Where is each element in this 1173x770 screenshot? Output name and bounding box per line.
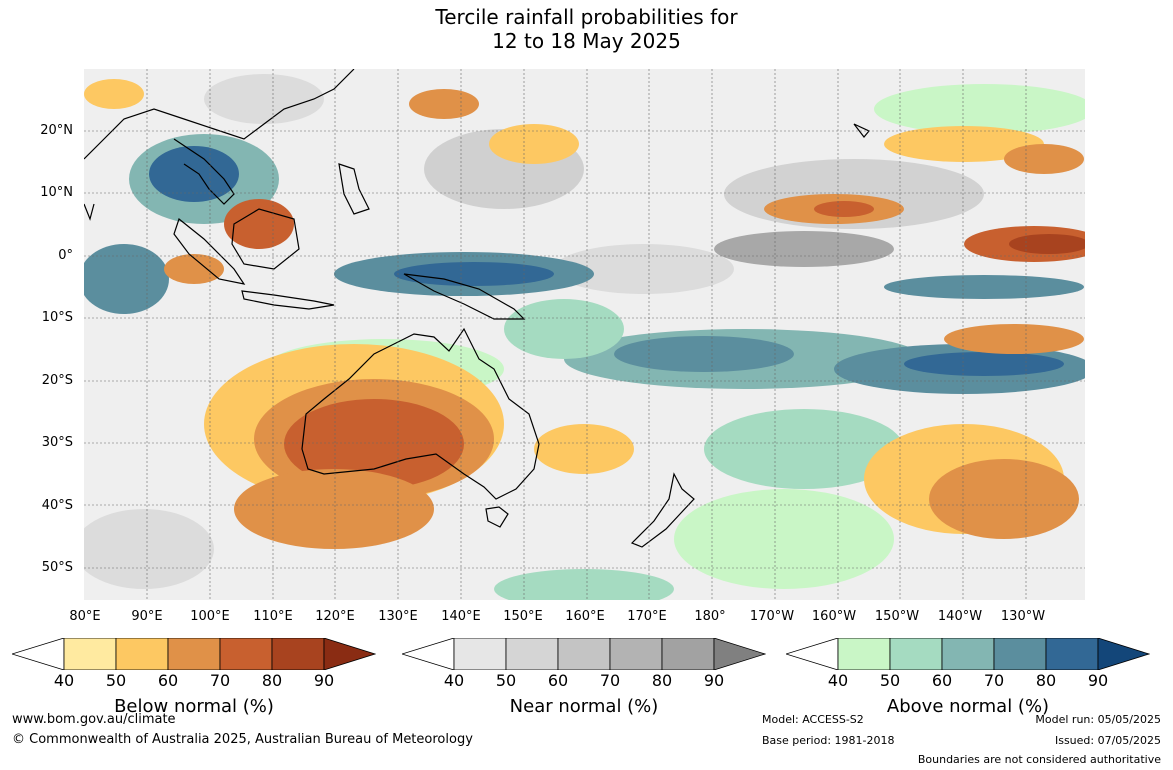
cb0-seg-4 — [219, 638, 273, 670]
base-period: Base period: 1981-2018 — [762, 734, 895, 747]
lon-label: 140°W — [937, 609, 983, 624]
cb1-tick: 60 — [547, 671, 569, 690]
cb0-seg-2 — [115, 638, 169, 670]
cb1-tick: 50 — [495, 671, 517, 690]
cb0-tick: 60 — [157, 671, 179, 690]
colorbar-below-normal — [12, 638, 376, 670]
cb0-tick: 80 — [261, 671, 283, 690]
lon-label: 140°E — [441, 609, 481, 624]
boundaries-disclaimer: Boundaries are not considered authoritat… — [917, 753, 1161, 766]
cb0-seg-3 — [167, 638, 221, 670]
lon-label: 160°E — [565, 609, 605, 624]
cb1-seg-5 — [661, 638, 715, 670]
cb2-tick: 90 — [1087, 671, 1109, 690]
cb0-tick: 50 — [105, 671, 127, 690]
lon-label: 180° — [694, 609, 726, 624]
lat-label: 30°S — [41, 435, 73, 450]
coastlines — [84, 69, 870, 548]
lon-label: 170°W — [749, 609, 795, 624]
rainfall-probability-field — [84, 74, 1085, 600]
colorbar-above-normal — [786, 638, 1150, 670]
cb2-seg-0 — [786, 638, 839, 670]
indochina-outline — [173, 138, 235, 205]
colorbar-above-normal-title: Above normal (%) — [886, 696, 1050, 717]
lat-label: 20°N — [40, 123, 73, 138]
lon-label: 170°E — [627, 609, 667, 624]
java-outline — [241, 290, 335, 310]
map-title-line2: 12 to 18 May 2025 — [492, 29, 681, 53]
cb0-tick: 40 — [53, 671, 75, 690]
lon-label: 120°E — [315, 609, 355, 624]
cb1-seg-2 — [505, 638, 559, 670]
cb1-tick: 80 — [651, 671, 673, 690]
model-run-date: Model run: 05/05/2025 — [1035, 713, 1161, 726]
new-zealand-outline — [630, 472, 695, 548]
cb2-seg-3 — [941, 638, 995, 670]
cb1-seg-3 — [557, 638, 611, 670]
lon-label: 130°E — [378, 609, 418, 624]
lon-label: 80°E — [69, 609, 101, 624]
lon-label: 90°E — [131, 609, 163, 624]
probability-map — [84, 69, 1085, 600]
model-name: Model: ACCESS-S2 — [762, 713, 864, 726]
sumatra-outline — [173, 217, 246, 285]
graticule — [84, 69, 1085, 600]
lat-label: 50°S — [41, 560, 73, 575]
asia-coast-outline — [84, 69, 355, 160]
colorbar-near-normal — [402, 638, 766, 670]
lat-label: 10°N — [40, 185, 73, 200]
cb2-seg-4 — [993, 638, 1047, 670]
lat-label: 0° — [58, 248, 73, 263]
cb2-seg-5 — [1045, 638, 1099, 670]
cb2-seg-1 — [837, 638, 891, 670]
lon-label: 130°W — [1000, 609, 1046, 624]
philippines-outline — [338, 163, 370, 215]
cb0-tick: 90 — [313, 671, 335, 690]
colorbar-below-normal-title: Below normal (%) — [114, 696, 274, 717]
website-link[interactable]: www.bom.gov.au/climate — [12, 712, 176, 727]
issued-date: Issued: 07/05/2025 — [1054, 734, 1161, 747]
cb0-seg-0 — [12, 638, 65, 670]
cb0-seg-5 — [271, 638, 325, 670]
cb1-tick: 40 — [443, 671, 465, 690]
cb1-seg-6 — [713, 638, 766, 670]
lat-label: 10°S — [41, 310, 73, 325]
cb1-tick: 90 — [703, 671, 725, 690]
colorbar-near-normal-title: Near normal (%) — [509, 696, 659, 717]
cb1-seg-1 — [453, 638, 507, 670]
cb1-seg-4 — [609, 638, 663, 670]
cb1-tick: 70 — [599, 671, 621, 690]
cb2-tick: 50 — [879, 671, 901, 690]
map-title-line1: Tercile rainfall probabilities for — [435, 5, 738, 29]
cb0-tick: 70 — [209, 671, 231, 690]
cb2-seg-2 — [889, 638, 943, 670]
cb2-tick: 80 — [1035, 671, 1057, 690]
hawaii-outline — [853, 123, 870, 138]
lon-label: 150°E — [503, 609, 543, 624]
lon-label: 100°E — [190, 609, 230, 624]
cb2-seg-6 — [1097, 638, 1150, 670]
lat-label: 20°S — [41, 373, 73, 388]
cb0-seg-1 — [63, 638, 117, 670]
india-tip-outline — [84, 203, 95, 221]
cb0-seg-6 — [323, 638, 376, 670]
copyright-notice: © Commonwealth of Australia 2025, Austra… — [12, 732, 473, 747]
lon-label: 110°E — [253, 609, 293, 624]
lon-label: 150°W — [874, 609, 920, 624]
cb2-tick: 70 — [983, 671, 1005, 690]
cb2-tick: 60 — [931, 671, 953, 690]
lon-label: 160°W — [811, 609, 857, 624]
cb1-seg-0 — [402, 638, 455, 670]
australia-outline — [301, 327, 540, 500]
tasmania-outline — [485, 506, 509, 528]
borneo-outline — [231, 208, 300, 270]
cb2-tick: 40 — [827, 671, 849, 690]
lat-label: 40°S — [41, 498, 73, 513]
